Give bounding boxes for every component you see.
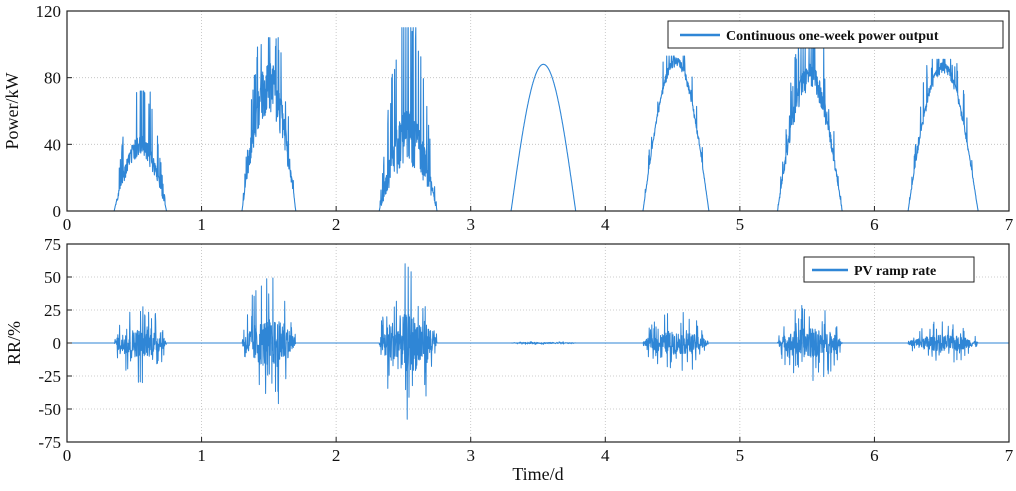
ramp-ticks: 0 1 2 3 4 5 6 7 -75 -50 -25 0 25 50 75: [38, 235, 1013, 465]
power-y-axis-label: Power/kW: [2, 72, 22, 149]
ramp-x-tick-label: 6: [870, 446, 879, 465]
time-x-axis-label: Time/d: [512, 464, 563, 484]
power-x-tick-label: 7: [1005, 215, 1014, 234]
ramp-x-tick-label: 2: [332, 446, 341, 465]
power-y-tick-label: 80: [44, 69, 61, 88]
power-ticks: 0 1 2 3 4 5 6 7 0 40 80 120: [36, 2, 1014, 234]
power-legend: Continuous one-week power output: [667, 20, 1004, 49]
ramp-y-tick-label: -50: [38, 400, 61, 419]
power-y-tick-label: 40: [44, 135, 61, 154]
ramp-legend-label: PV ramp rate: [854, 264, 936, 279]
power-plot-frame: [66, 10, 1010, 212]
ramp-rate-line: [66, 263, 1010, 420]
ramp-x-tick-label: 5: [736, 446, 745, 465]
power-y-tick-label: 120: [36, 2, 62, 21]
power-legend-box: [667, 20, 1004, 49]
ramp-x-tick-label: 4: [601, 446, 610, 465]
ramp-x-tick-label: 0: [63, 446, 72, 465]
ramp-y-tick-label: 0: [53, 334, 62, 353]
ramp-y-tick-label: 50: [44, 268, 61, 287]
ramp-x-tick-label: 1: [197, 446, 206, 465]
power-output-panel: 0 1 2 3 4 5 6 7 0 40 80 120 Power/kW Continuous one…: [2, 2, 1014, 234]
power-x-tick-label: 5: [736, 215, 745, 234]
ramp-x-tick-label: 7: [1005, 446, 1014, 465]
ramp-rate-panel: 0 1 2 3 4 5 6 7 -75 -50 -25 0 25 50 75 RR/% Time/d PV …: [4, 235, 1014, 484]
power-x-tick-label: 6: [870, 215, 879, 234]
ramp-y-tick-label: -75: [38, 433, 61, 452]
ramp-legend: PV ramp rate: [803, 256, 975, 283]
ramp-y-tick-label: 75: [44, 235, 61, 254]
power-x-tick-label: 1: [197, 215, 206, 234]
ramp-y-tick-label: -25: [38, 367, 61, 386]
power-x-tick-label: 4: [601, 215, 610, 234]
power-x-tick-label: 0: [63, 215, 72, 234]
ramp-y-axis-label: RR/%: [4, 321, 24, 365]
power-x-tick-label: 2: [332, 215, 341, 234]
power-y-tick-label: 0: [53, 202, 62, 221]
power-x-tick-label: 3: [466, 215, 475, 234]
power-legend-label: Continuous one-week power output: [726, 29, 939, 44]
ramp-y-tick-label: 25: [44, 301, 61, 320]
ramp-x-tick-label: 3: [466, 446, 475, 465]
